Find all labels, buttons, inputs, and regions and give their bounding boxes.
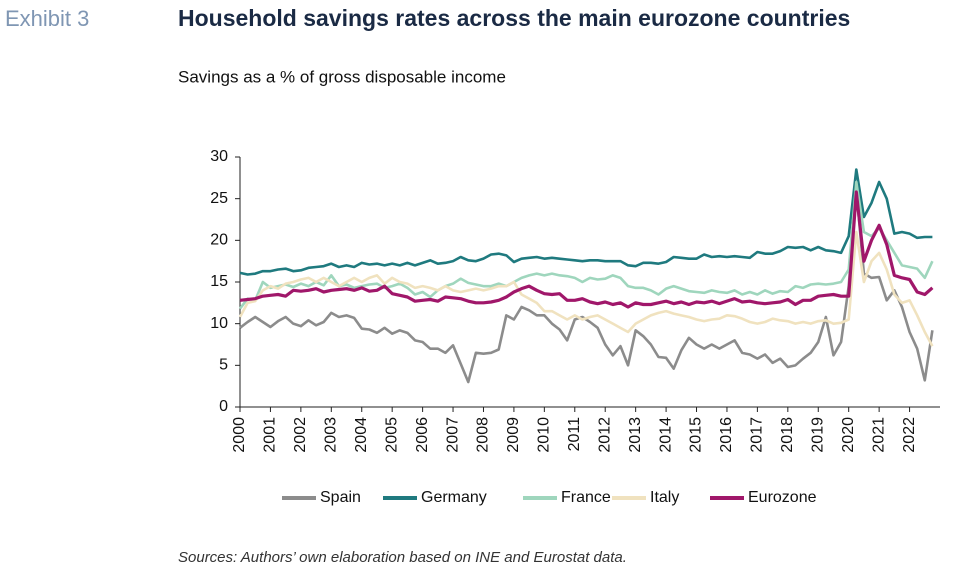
x-tick-label: 2021 [870, 417, 887, 453]
x-tick-label: 2000 [231, 417, 248, 453]
y-tick-label: 5 [219, 357, 228, 374]
legend-label: Germany [421, 489, 487, 506]
legend-label: Italy [650, 489, 679, 506]
x-tick-label: 2003 [323, 417, 340, 453]
legend-label: Eurozone [748, 489, 817, 506]
exhibit-label: Exhibit 3 [5, 6, 89, 31]
y-tick-label: 15 [210, 273, 228, 290]
y-tick-label: 20 [210, 232, 228, 249]
x-tick-label: 2010 [536, 417, 553, 453]
source-note: Sources: Authors’ own elaboration based … [178, 549, 627, 566]
series-line [238, 180, 934, 310]
x-tick-label: 2007 [444, 417, 461, 453]
chart-title: Household savings rates across the main … [178, 5, 850, 31]
x-tick-label: 2017 [749, 417, 766, 453]
x-tick-label: 2013 [627, 417, 644, 453]
y-tick-label: 0 [219, 398, 228, 415]
x-tick-label: 2008 [475, 417, 492, 453]
x-tick-label: 2022 [901, 417, 918, 453]
series-line [238, 230, 934, 347]
x-tick-label: 2020 [840, 417, 857, 453]
x-tick-label: 2011 [566, 417, 583, 452]
x-tick-label: 2002 [292, 417, 309, 453]
x-tick-label: 2016 [718, 417, 735, 453]
x-tick-label: 2018 [779, 417, 796, 453]
x-tick-label: 2005 [383, 417, 400, 453]
x-tick-label: 2004 [353, 417, 370, 453]
x-tick-label: 2009 [505, 417, 522, 453]
series-line [239, 190, 934, 309]
y-tick-label: 25 [210, 190, 228, 207]
y-tick-label: 10 [210, 315, 228, 332]
chart-subtitle: Savings as a % of gross disposable incom… [178, 67, 506, 86]
x-tick-label: 2014 [657, 417, 674, 453]
x-tick-label: 2015 [688, 417, 705, 453]
legend-label: Spain [320, 489, 361, 506]
x-tick-label: 2001 [262, 417, 279, 453]
x-tick-label: 2012 [596, 417, 613, 453]
x-tick-label: 2019 [809, 417, 826, 453]
legend-label: France [561, 489, 611, 506]
y-tick-label: 30 [210, 148, 228, 165]
x-tick-label: 2006 [414, 417, 431, 453]
series-line [239, 168, 933, 276]
